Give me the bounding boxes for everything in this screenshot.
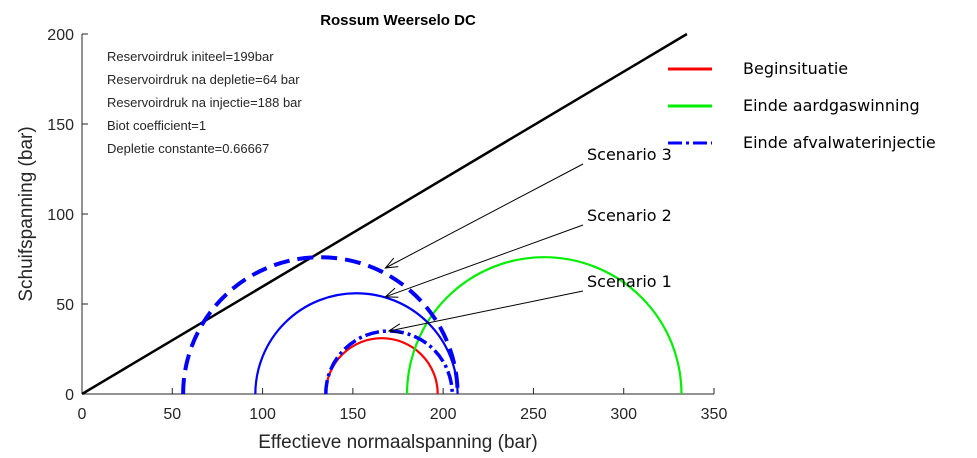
x-tick-label: 150 bbox=[340, 406, 367, 423]
scenario-arrows bbox=[384, 163, 584, 334]
x-ticks: 0 50 100 150 200 250 300 350 bbox=[78, 388, 728, 423]
x-tick-label: 350 bbox=[701, 406, 728, 423]
scenario-arrow-head bbox=[384, 257, 399, 269]
mohr-circle-1 bbox=[324, 337, 439, 395]
y-tick-label: 50 bbox=[56, 297, 74, 314]
x-tick-label: 100 bbox=[249, 406, 276, 423]
x-tick-label: 300 bbox=[610, 406, 637, 423]
annotation-box: Reservoirdruk initeel=199bar Reservoirdr… bbox=[107, 49, 302, 156]
annotation-injection-pressure: Reservoirdruk na injectie=188 bar bbox=[107, 95, 302, 110]
x-tick-label: 0 bbox=[78, 406, 87, 423]
scenario-arrow-head bbox=[387, 323, 402, 334]
y-ticks: 0 50 100 150 200 bbox=[47, 27, 88, 404]
scenario-arrow-line bbox=[388, 290, 584, 332]
annotation-initial-pressure: Reservoirdruk initeel=199bar bbox=[107, 49, 274, 64]
mohr-circle-4 bbox=[254, 292, 459, 395]
x-tick-label: 200 bbox=[430, 406, 457, 423]
failure-envelope-line bbox=[81, 32, 688, 396]
y-axis-label: Schuifspanning (bar) bbox=[16, 126, 37, 301]
curves bbox=[81, 32, 688, 396]
legend-label-beginsituatie: Beginsituatie bbox=[743, 59, 848, 78]
x-tick-label: 50 bbox=[163, 406, 181, 423]
scenario-arrow-head bbox=[384, 287, 399, 298]
scenario-1-label: Scenario 1 bbox=[587, 272, 672, 291]
scenario-arrow-line bbox=[385, 163, 584, 269]
annotation-depletion-constant: Depletie constante=0.66667 bbox=[107, 141, 269, 156]
plot-area: 0 50 100 150 200 250 300 350 0 50 100 150 200 bbox=[47, 27, 727, 423]
scenario-arrow-line bbox=[385, 224, 584, 298]
legend: Beginsituatie Einde aardgaswinning Einde… bbox=[668, 59, 936, 152]
annotation-depletion-pressure: Reservoirdruk na depletie=64 bar bbox=[107, 72, 300, 87]
legend-label-einde-aardgaswinning: Einde aardgaswinning bbox=[743, 96, 920, 115]
chart-title: Rossum Weerselo DC bbox=[320, 12, 476, 29]
y-tick-label: 100 bbox=[47, 207, 74, 224]
x-tick-label: 250 bbox=[520, 406, 547, 423]
annotation-biot: Biot coefficient=1 bbox=[107, 118, 206, 133]
scenario-labels: Scenario 3 Scenario 2 Scenario 1 bbox=[587, 145, 672, 291]
mohr-circle-2 bbox=[405, 256, 683, 395]
mohr-circle-5 bbox=[181, 255, 460, 395]
scenario-3-label: Scenario 3 bbox=[587, 145, 672, 164]
x-axis-label: Effectieve normaalspanning (bar) bbox=[258, 432, 538, 453]
mohr-circle-3 bbox=[324, 329, 454, 395]
y-tick-label: 200 bbox=[47, 27, 74, 44]
scenario-2-label: Scenario 2 bbox=[587, 206, 672, 225]
y-tick-label: 0 bbox=[65, 387, 74, 404]
y-tick-label: 150 bbox=[47, 117, 74, 134]
legend-label-einde-afvalwaterinjectie: Einde afvalwaterinjectie bbox=[743, 133, 936, 152]
